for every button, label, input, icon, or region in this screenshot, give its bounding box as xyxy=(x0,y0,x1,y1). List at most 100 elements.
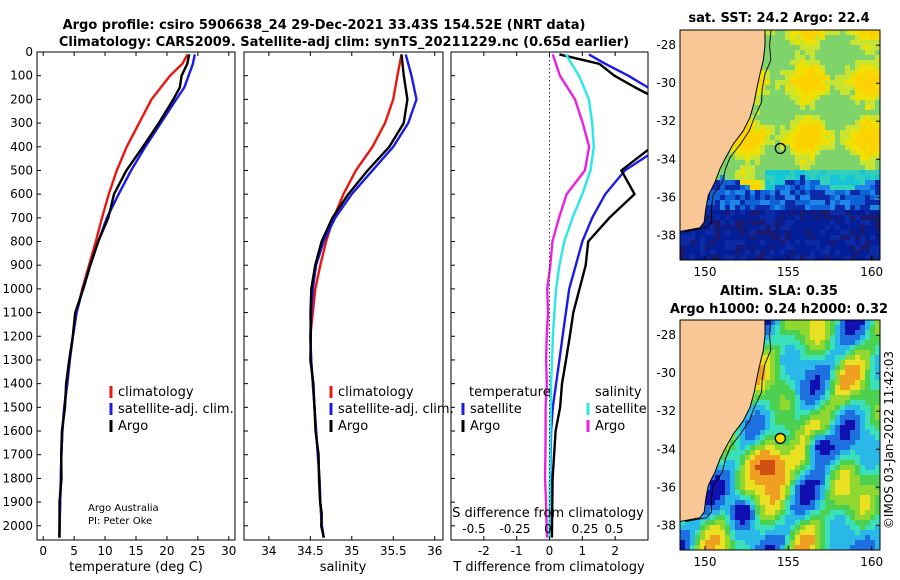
map-pixel xyxy=(750,150,756,156)
map-pixel xyxy=(740,215,746,221)
map-pixel xyxy=(840,480,846,486)
map-pixel xyxy=(790,145,796,151)
map-pixel xyxy=(805,155,811,161)
map-pixel xyxy=(870,425,876,431)
map-pixel xyxy=(815,215,821,221)
map-pixel xyxy=(870,180,876,186)
map-pixel xyxy=(795,145,801,151)
map-pixel xyxy=(805,205,811,211)
x-tick-label: -1 xyxy=(511,544,523,558)
map-pixel xyxy=(780,420,786,426)
map-pixel xyxy=(860,495,866,501)
map-pixel xyxy=(830,450,836,456)
map-pixel xyxy=(695,235,701,241)
map-pixel xyxy=(870,360,876,366)
map-pixel xyxy=(875,440,880,446)
map-pixel xyxy=(770,410,776,416)
map-pixel xyxy=(870,370,876,376)
map-pixel xyxy=(720,480,726,486)
map-pixel xyxy=(770,250,776,256)
map-pixel xyxy=(865,185,871,191)
map-pixel xyxy=(860,350,866,356)
map-pixel xyxy=(690,240,696,246)
map-pixel xyxy=(845,175,851,181)
map-pixel xyxy=(845,125,851,131)
depth-tick-label: 200 xyxy=(10,92,33,106)
map-pixel xyxy=(825,55,831,61)
map-pixel xyxy=(780,505,786,511)
map-pixel xyxy=(825,255,831,260)
map-pixel xyxy=(810,160,816,166)
map-pixel xyxy=(790,325,796,331)
map-pixel xyxy=(715,210,721,216)
map-pixel xyxy=(800,465,806,471)
map-pixel xyxy=(770,105,776,111)
map-pixel xyxy=(775,540,781,546)
map-pixel xyxy=(850,95,856,101)
map-pixel xyxy=(770,255,776,260)
map-pixel xyxy=(735,155,741,161)
map-pixel xyxy=(750,475,756,481)
map-pixel xyxy=(830,105,836,111)
map-pixel xyxy=(820,105,826,111)
map-pixel xyxy=(775,400,781,406)
map-pixel xyxy=(825,475,831,481)
map-pixel xyxy=(760,205,766,211)
map-pixel xyxy=(815,125,821,131)
map-pixel xyxy=(840,215,846,221)
map-pixel xyxy=(800,410,806,416)
map-pixel xyxy=(775,110,781,116)
map-pixel xyxy=(800,380,806,386)
map-pixel xyxy=(800,375,806,381)
map-pixel xyxy=(860,225,866,231)
map-pixel xyxy=(760,250,766,256)
map-pixel xyxy=(875,125,880,131)
map-pixel xyxy=(830,55,836,61)
map-pixel xyxy=(860,170,866,176)
map-pixel xyxy=(810,175,816,181)
map-pixel xyxy=(820,250,826,256)
map-pixel xyxy=(865,465,871,471)
map-pixel xyxy=(795,400,801,406)
map-pixel xyxy=(845,485,851,491)
map-pixel xyxy=(825,480,831,486)
map-pixel xyxy=(850,115,856,121)
map-pixel xyxy=(860,325,866,331)
map-pixel xyxy=(870,130,876,136)
map-pixel xyxy=(815,75,821,81)
map-pixel xyxy=(790,215,796,221)
map-pixel xyxy=(780,225,786,231)
map-pixel xyxy=(735,490,741,496)
map-pixel xyxy=(855,230,861,236)
map-pixel xyxy=(850,410,856,416)
map-pixel xyxy=(765,95,771,101)
map-pixel xyxy=(870,420,876,426)
map-pixel xyxy=(865,525,871,531)
map-pixel xyxy=(760,125,766,131)
map-pixel xyxy=(780,185,786,191)
map-pixel xyxy=(860,35,866,41)
map-pixel xyxy=(760,390,766,396)
map-pixel xyxy=(720,220,726,226)
map-pixel xyxy=(795,240,801,246)
map-pixel xyxy=(855,510,861,516)
map-pixel xyxy=(785,425,791,431)
map-pixel xyxy=(730,515,736,521)
map-pixel xyxy=(800,50,806,56)
map-pixel xyxy=(835,420,841,426)
map-pixel xyxy=(735,210,741,216)
map-pixel xyxy=(710,205,716,211)
map-pixel xyxy=(845,130,851,136)
map-pixel xyxy=(845,40,851,46)
map-pixel xyxy=(805,420,811,426)
map-pixel xyxy=(840,375,846,381)
map-pixel xyxy=(860,505,866,511)
x-tick-label: -2 xyxy=(478,544,490,558)
map-pixel xyxy=(870,380,876,386)
map-pixel xyxy=(725,490,731,496)
map-pixel xyxy=(810,485,816,491)
map-pixel xyxy=(760,455,766,461)
map-pixel xyxy=(835,465,841,471)
map-pixel xyxy=(845,400,851,406)
map-pixel xyxy=(850,420,856,426)
